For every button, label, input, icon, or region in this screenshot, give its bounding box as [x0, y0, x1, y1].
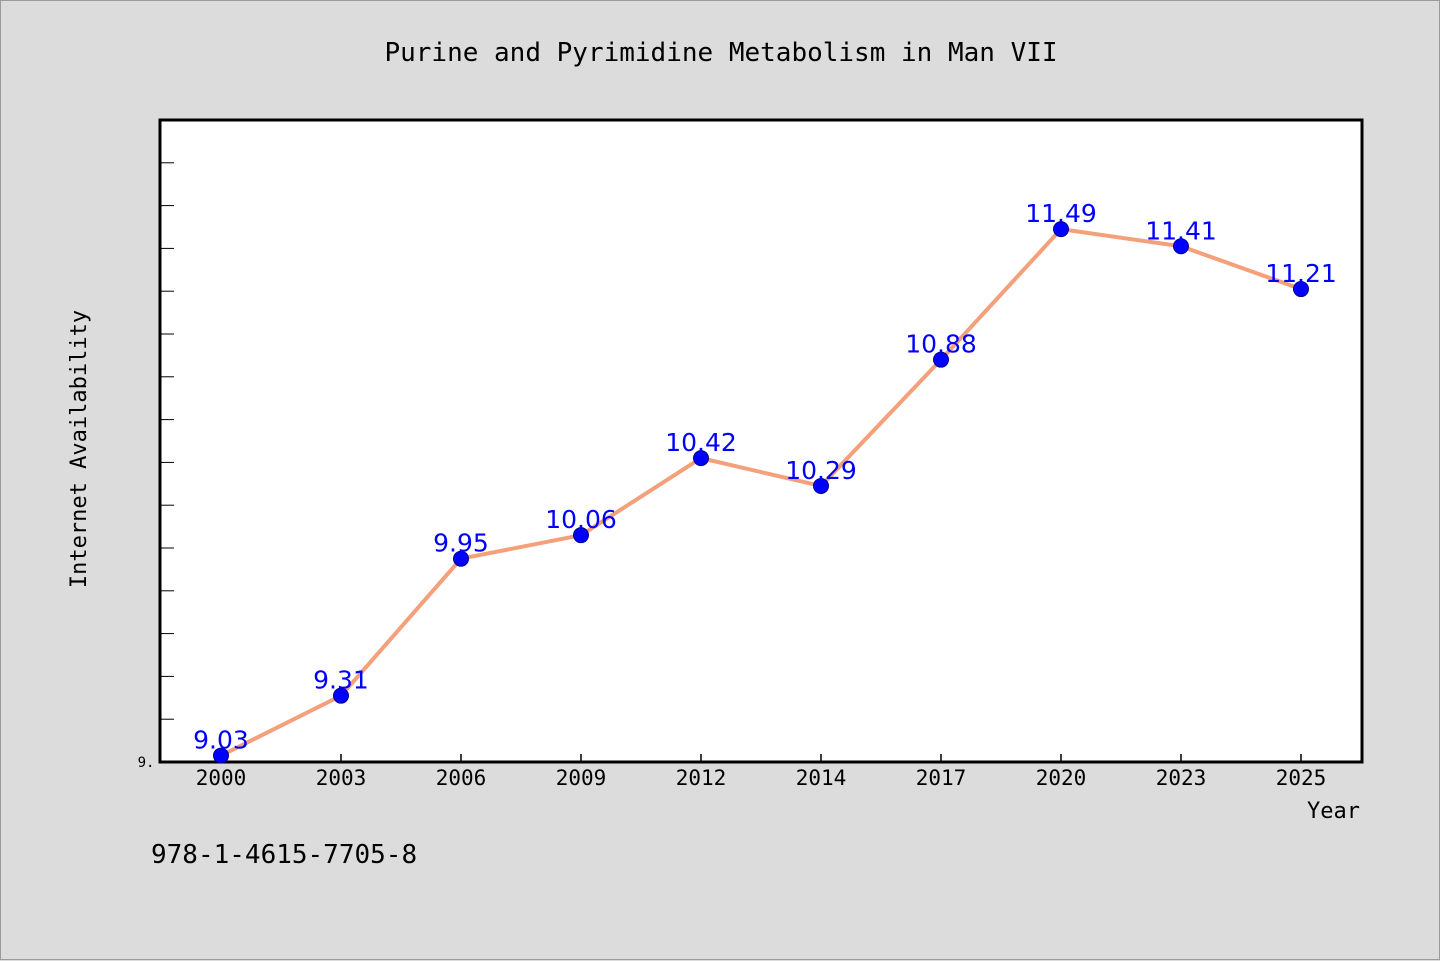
data-label: 10.29: [785, 456, 857, 485]
data-point-marker: [1173, 238, 1189, 255]
x-axis-label: Year: [1307, 799, 1360, 824]
series-line: [220, 227, 1302, 758]
x-tick-label: 2014: [796, 766, 847, 790]
data-label: 9.03: [193, 726, 249, 755]
x-tick-label: 2012: [676, 766, 727, 790]
data-label: 10.06: [545, 505, 617, 534]
chart-title: Purine and Pyrimidine Metabolism in Man …: [384, 38, 1057, 68]
series-markers: [213, 221, 1309, 764]
data-point-marker: [333, 687, 349, 704]
plot-area: [158, 118, 1364, 764]
x-tick-label: 2003: [316, 766, 367, 790]
data-label: 11.49: [1025, 199, 1097, 228]
data-point-marker: [1053, 221, 1069, 238]
x-axis-tick-labels: 2000 2003 2006 2009 2012 2014 2017 2020 2023 2025: [196, 766, 1327, 790]
data-labels: 9.03 9.31 9.95 10.06 10.42 10.29 10.88 11.49 11.…: [193, 199, 1337, 754]
data-point-marker: [213, 747, 229, 764]
data-point-marker: [933, 351, 949, 368]
x-tick-label: 2006: [436, 766, 487, 790]
data-label: 9.31: [313, 666, 369, 695]
data-label: 11.41: [1145, 216, 1217, 245]
data-point-marker: [1293, 281, 1309, 298]
x-tick-label: 2009: [556, 766, 607, 790]
y-axis-ticks: [160, 119, 174, 720]
x-tick-label: 2017: [916, 766, 967, 790]
y-axis-label: Internet Availability: [67, 310, 92, 588]
data-label: 9.95: [433, 529, 489, 558]
x-tick-label: 2020: [1036, 766, 1087, 790]
x-tick-label: 2023: [1156, 766, 1207, 790]
data-point-marker: [813, 477, 829, 494]
data-label: 11.21: [1265, 259, 1337, 288]
y-tick-label: 9.: [138, 755, 155, 771]
data-label: 10.88: [905, 330, 977, 359]
data-label: 10.42: [665, 428, 737, 457]
data-point-marker: [453, 550, 469, 567]
y-axis-tick-labels: 9.: [138, 755, 155, 771]
data-point-marker: [573, 527, 589, 544]
x-tick-label: 2000: [196, 766, 247, 790]
footnote-isbn: 978-1-4615-7705-8: [151, 840, 417, 870]
x-tick-label: 2025: [1276, 766, 1327, 790]
data-point-marker: [693, 450, 709, 467]
